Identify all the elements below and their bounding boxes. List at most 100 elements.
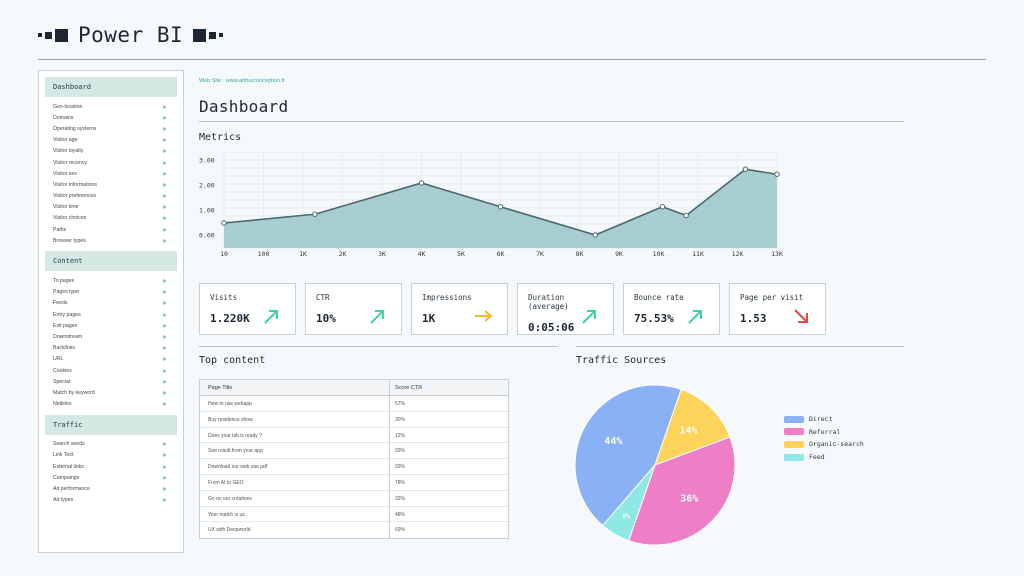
sidebar-item[interactable]: URL [45, 354, 177, 365]
sidebar-item[interactable]: Cookies [45, 365, 177, 376]
sidebar-item[interactable]: Search words [45, 439, 177, 450]
sidebar-item[interactable]: Visitor age [45, 135, 177, 146]
sidebar-item[interactable]: Browser types [45, 235, 177, 246]
sidebar-item[interactable]: Exit pages [45, 320, 177, 331]
arrow-right-icon [475, 310, 493, 322]
table-row[interactable]: Download our web use pdf 93% [200, 459, 508, 475]
sidebar-item-label: Exit pages [53, 322, 78, 329]
sidebar-item[interactable]: Visitor preferences [45, 191, 177, 202]
kpi-card[interactable]: CTR 10% [305, 283, 402, 335]
kpi-card[interactable]: Visits 1.220K [199, 283, 296, 335]
sidebar-item[interactable]: Backlinks [45, 343, 177, 354]
sidebar-item[interactable]: Geo-location [45, 101, 177, 112]
kpi-label: CTR [316, 293, 330, 302]
x-tick-label: 9K [615, 250, 623, 258]
sidebar-item[interactable]: Downstream [45, 331, 177, 342]
sidebar-item-label: External links [53, 463, 84, 470]
col-score-ctr-header[interactable]: Score CTR [395, 385, 423, 391]
sidebar-item-label: Visitor loyalty [53, 148, 84, 155]
section-divider-right [576, 346, 904, 347]
pie-slice[interactable] [628, 436, 736, 546]
top-content-title: Top content [199, 355, 266, 366]
score-ctr-cell: 32% [395, 495, 406, 502]
pie-slice[interactable] [602, 464, 656, 542]
sidebar-item[interactable]: Entry pages [45, 309, 177, 320]
traffic-legend: Direct Referral Organic-search Feed [784, 413, 864, 463]
sidebar-item[interactable]: Visitor choices [45, 213, 177, 224]
sidebar-item[interactable]: Visitor sex [45, 168, 177, 179]
sidebar-section-header[interactable]: Dashboard [45, 77, 177, 97]
data-point[interactable] [774, 171, 780, 177]
sidebar-item[interactable]: Visitor recency [45, 157, 177, 168]
table-row[interactable]: Go on our creations 32% [200, 490, 508, 507]
data-point[interactable] [742, 166, 749, 172]
data-point[interactable] [683, 212, 689, 219]
score-ctr-cell: 48% [395, 511, 406, 518]
sidebar-item-label: Visitor preferences [53, 193, 97, 200]
sidebar-item[interactable]: Paths [45, 224, 177, 235]
table-row[interactable]: Your match is us 48% [200, 506, 508, 523]
sidebar-item[interactable]: Special [45, 376, 177, 387]
data-point[interactable] [418, 180, 425, 186]
data-point[interactable] [497, 204, 504, 210]
table-row[interactable]: Buy residence show 30% [200, 411, 508, 428]
section-divider-left [199, 346, 557, 347]
chevron-right-icon [163, 227, 167, 232]
sidebar-item-label: Browser types [53, 237, 86, 244]
chevron-right-icon [163, 138, 167, 143]
sidebar-item-label: Visitor recency [53, 159, 87, 166]
sidebar-item[interactable]: Match by keyword [45, 387, 177, 398]
arrow-up-right-icon [688, 310, 702, 324]
sidebar-item-label: Feeds [53, 300, 68, 307]
chevron-right-icon [163, 160, 167, 165]
sidebar-item[interactable]: Operating systems [45, 123, 177, 134]
table-row[interactable]: Does your lab is ready ? 12% [200, 427, 508, 444]
pie-slice-label: 44% [604, 436, 622, 447]
data-point[interactable] [659, 204, 666, 210]
legend-item[interactable]: Referral [784, 426, 864, 439]
sidebar-item-label: Visitor sex [53, 170, 77, 177]
pie-slice-label: 14% [680, 426, 698, 437]
table-row[interactable]: See result from your app 93% [200, 443, 508, 460]
legend-item[interactable]: Direct [784, 413, 864, 426]
legend-label: Referral [809, 427, 841, 436]
sidebar-item[interactable]: To pages [45, 275, 177, 286]
sidebar-item[interactable]: Visitor informations [45, 179, 177, 190]
sidebar-item[interactable]: Campaings [45, 472, 177, 483]
legend-item[interactable]: Feed [784, 451, 864, 464]
sidebar-item[interactable]: Visitor time [45, 202, 177, 213]
table-row[interactable]: UX with Deepworld 69% [200, 522, 508, 539]
sidebar-item[interactable]: Pages type [45, 287, 177, 298]
sidebar-item[interactable]: Domains [45, 112, 177, 123]
pie-slice-label: 6% [623, 513, 631, 520]
sidebar-item[interactable]: Ad performance [45, 483, 177, 494]
website-link[interactable]: Web Site : www.arthurconception.fr [199, 78, 285, 84]
sidebar-item[interactable]: Ad types [45, 495, 177, 506]
kpi-label: Impressions [422, 293, 472, 302]
traffic-pie-chart: 44% 14% 36% 6% [574, 384, 736, 546]
data-point[interactable] [592, 232, 598, 238]
kpi-card[interactable]: Duration (average) 0:05:06 [517, 283, 614, 335]
sidebar-item[interactable]: Visitor loyalty [45, 146, 177, 157]
sidebar-item[interactable]: Netlinks [45, 399, 177, 410]
table-row[interactable]: From AI to GEO 78% [200, 474, 508, 491]
col-page-title-header[interactable]: Page Title [200, 380, 390, 395]
sidebar-item[interactable]: Link Text [45, 450, 177, 461]
sidebar-item[interactable]: External links [45, 461, 177, 472]
data-point[interactable] [312, 211, 318, 217]
sidebar-section-header[interactable]: Content [45, 251, 177, 272]
top-content-table: Page Title Score CTR How to use webapp 57… [199, 379, 509, 540]
table-row[interactable]: How to use webapp 57% [200, 396, 508, 412]
kpi-card[interactable]: Page per visit 1.53 [729, 283, 826, 335]
pie-slice[interactable] [654, 388, 731, 466]
pie-slice[interactable] [574, 384, 682, 527]
score-ctr-cell: 30% [395, 416, 406, 423]
sidebar-item[interactable]: Feeds [45, 298, 177, 309]
sidebar-section-header[interactable]: Traffic [45, 414, 177, 435]
arrow-up-right-icon [582, 310, 596, 324]
legend-item[interactable]: Organic-search [784, 438, 864, 451]
kpi-card[interactable]: Bounce rate 75.53% [623, 283, 720, 335]
sidebar-item-label: Visitor choices [53, 215, 87, 222]
kpi-card[interactable]: Impressions 1K [411, 283, 508, 335]
data-point[interactable] [221, 220, 227, 226]
